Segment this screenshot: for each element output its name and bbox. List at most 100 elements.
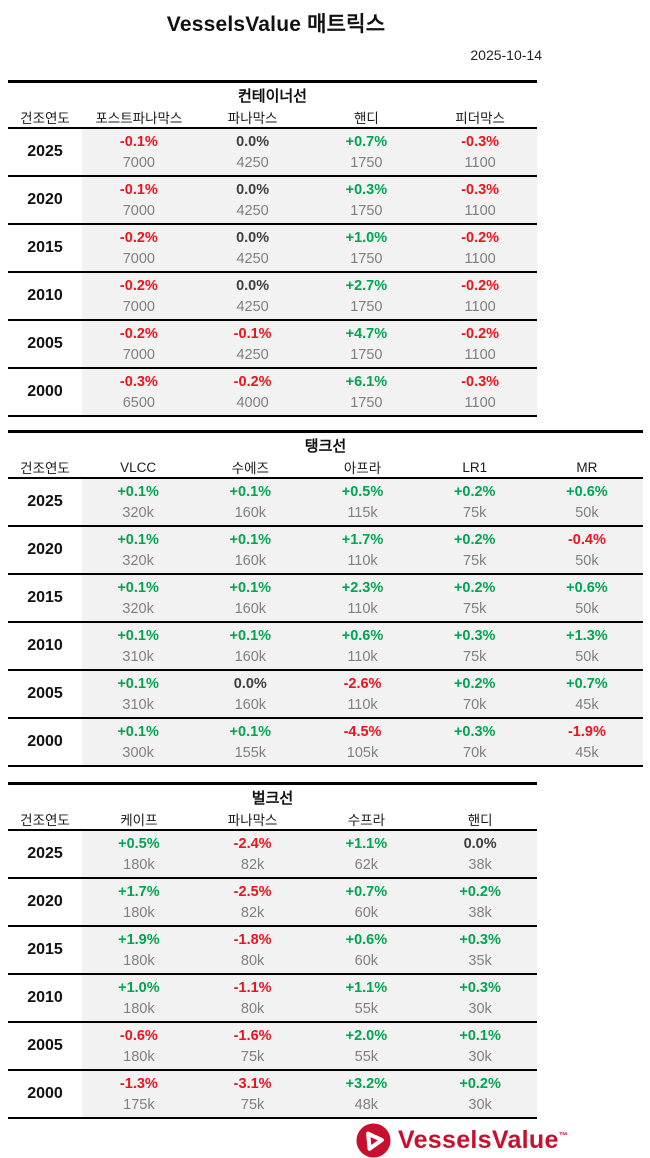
value-cell: +2.0% 55k bbox=[310, 1023, 424, 1069]
change-percent: +0.1% bbox=[117, 723, 159, 740]
value-cell: +0.6% 50k bbox=[531, 575, 643, 621]
change-percent: +0.1% bbox=[229, 483, 272, 500]
change-percent: +4.7% bbox=[345, 325, 388, 342]
price-value: 45k bbox=[575, 744, 599, 761]
change-percent: +0.1% bbox=[229, 579, 272, 596]
page-title: VesselsValue 매트릭스 bbox=[166, 13, 386, 36]
price-value: 82k bbox=[240, 856, 265, 873]
value-cell: -0.6% 180k bbox=[82, 1023, 196, 1069]
table-row: 2000 +0.1% 300k +0.1% 155k -4.5% 105k +0.3% 70k -… bbox=[8, 719, 643, 767]
price-value: 1750 bbox=[350, 154, 383, 171]
value-cell: +0.5% 115k bbox=[306, 479, 418, 525]
value-cell: -4.5% 105k bbox=[306, 719, 418, 765]
change-percent: -0.2% bbox=[119, 277, 158, 294]
value-cell: -1.3% 175k bbox=[82, 1071, 196, 1117]
change-percent: -0.3% bbox=[461, 373, 500, 390]
value-cell: -1.9% 45k bbox=[531, 719, 643, 765]
table-row: 2015 -0.2% 7000 0.0% 4250 +1.0% 1750 -0.2% 1100 bbox=[8, 225, 537, 273]
build-year-header: 건조연도 bbox=[20, 111, 70, 126]
price-value: 75k bbox=[240, 1096, 265, 1113]
value-cell: 0.0% 4250 bbox=[196, 129, 310, 175]
value-cell: +6.1% 1750 bbox=[310, 369, 424, 415]
column-header: 핸디 bbox=[353, 111, 379, 126]
change-percent: +0.3% bbox=[345, 181, 388, 198]
price-value: 30k bbox=[468, 1096, 492, 1113]
column-header: 수에즈 bbox=[231, 461, 269, 476]
price-value: 45k bbox=[575, 696, 599, 713]
year-label: 2005 bbox=[8, 1023, 82, 1069]
change-percent: -2.5% bbox=[233, 883, 272, 900]
price-value: 4250 bbox=[236, 154, 269, 171]
value-cell: -2.5% 82k bbox=[196, 879, 310, 925]
value-cell: +0.1% 310k bbox=[82, 671, 194, 717]
year-label: 2010 bbox=[8, 975, 82, 1021]
row-data: -0.3% 6500 -0.2% 4000 +6.1% 1750 -0.3% 1100 bbox=[82, 369, 537, 415]
row-data: +0.1% 320k +0.1% 160k +0.5% 115k +0.2% 75k +0.6%… bbox=[82, 479, 643, 525]
column-header: VLCC bbox=[120, 459, 157, 475]
value-cell: -0.3% 6500 bbox=[82, 369, 196, 415]
value-cell: +0.3% 70k bbox=[419, 719, 531, 765]
value-cell: +0.2% 75k bbox=[419, 527, 531, 573]
column-header: 케이프 bbox=[120, 813, 158, 828]
change-percent: +1.0% bbox=[118, 979, 160, 996]
change-percent: -2.6% bbox=[343, 675, 382, 692]
column-header: 파나막스 bbox=[227, 111, 278, 126]
column-header: LR1 bbox=[462, 459, 488, 475]
value-cell: -0.2% 4000 bbox=[196, 369, 310, 415]
price-value: 35k bbox=[468, 952, 492, 969]
vesselsvalue-logo: VesselsValue™ bbox=[356, 1122, 650, 1158]
change-percent: +1.7% bbox=[341, 531, 384, 548]
change-percent: -0.2% bbox=[461, 325, 500, 342]
change-percent: +1.1% bbox=[345, 835, 388, 852]
value-cell: +1.9% 180k bbox=[82, 927, 196, 973]
price-value: 180k bbox=[123, 904, 155, 921]
row-data: +0.1% 320k +0.1% 160k +2.3% 110k +0.2% 75k +0.6%… bbox=[82, 575, 643, 621]
column-header: 아프라 bbox=[343, 461, 382, 476]
table-row: 2010 -0.2% 7000 0.0% 4250 +2.7% 1750 -0.2% 1100 bbox=[8, 273, 537, 321]
value-cell: +0.6% 60k bbox=[310, 927, 424, 973]
price-value: 48k bbox=[354, 1096, 379, 1113]
change-percent: +0.1% bbox=[117, 483, 159, 500]
change-percent: -2.4% bbox=[233, 835, 272, 852]
value-cell: +2.3% 110k bbox=[306, 575, 418, 621]
change-percent: -1.3% bbox=[119, 1075, 158, 1092]
change-percent: -0.3% bbox=[461, 133, 500, 150]
price-value: 38k bbox=[468, 856, 492, 873]
row-data: +0.1% 310k +0.1% 160k +0.6% 110k +0.3% 75k +1.3%… bbox=[82, 623, 643, 669]
change-percent: +0.2% bbox=[459, 883, 501, 900]
value-cell: 0.0% 4250 bbox=[196, 225, 310, 271]
value-cell: +0.5% 180k bbox=[82, 831, 196, 877]
table-row: 2020 -0.1% 7000 0.0% 4250 +0.3% 1750 -0.3% 1100 bbox=[8, 177, 537, 225]
value-cell: -1.8% 80k bbox=[196, 927, 310, 973]
value-cell: +0.1% 160k bbox=[194, 527, 306, 573]
change-percent: +2.0% bbox=[345, 1027, 388, 1044]
price-value: 1750 bbox=[350, 250, 383, 267]
price-value: 1750 bbox=[350, 346, 383, 363]
change-percent: +2.3% bbox=[341, 579, 384, 596]
table-row: 2005 -0.2% 7000 -0.1% 4250 +4.7% 1750 -0.2% 1100 bbox=[8, 321, 537, 369]
change-percent: +1.9% bbox=[118, 931, 160, 948]
change-percent: +0.1% bbox=[229, 627, 272, 644]
value-cell: +1.1% 55k bbox=[310, 975, 424, 1021]
value-cell: +4.7% 1750 bbox=[310, 321, 424, 367]
price-value: 70k bbox=[463, 744, 487, 761]
change-percent: -4.5% bbox=[343, 723, 382, 740]
change-percent: +1.0% bbox=[345, 229, 388, 246]
year-label: 2010 bbox=[8, 623, 82, 669]
column-header: 파나막스 bbox=[227, 813, 278, 828]
change-percent: +0.7% bbox=[566, 675, 608, 692]
value-cell: +0.2% 30k bbox=[423, 1071, 537, 1117]
price-value: 4250 bbox=[236, 202, 269, 219]
price-value: 30k bbox=[468, 1000, 492, 1017]
value-cell: +0.1% 320k bbox=[82, 479, 194, 525]
change-percent: 0.0% bbox=[463, 835, 497, 852]
price-value: 50k bbox=[575, 648, 599, 665]
price-value: 75k bbox=[463, 600, 487, 617]
row-data: -0.1% 7000 0.0% 4250 +0.3% 1750 -0.3% 1100 bbox=[82, 177, 537, 223]
value-cell: -0.3% 1100 bbox=[423, 177, 537, 223]
price-value: 82k bbox=[240, 904, 265, 921]
value-cell: -0.3% 1100 bbox=[423, 369, 537, 415]
table-row: 2025 +0.5% 180k -2.4% 82k +1.1% 62k 0.0% 38k bbox=[8, 831, 537, 879]
column-header-row: 건조연도 포스트파나막스 파나막스 핸디 피더막스 bbox=[8, 107, 537, 129]
column-header: 수프라 bbox=[347, 813, 385, 828]
